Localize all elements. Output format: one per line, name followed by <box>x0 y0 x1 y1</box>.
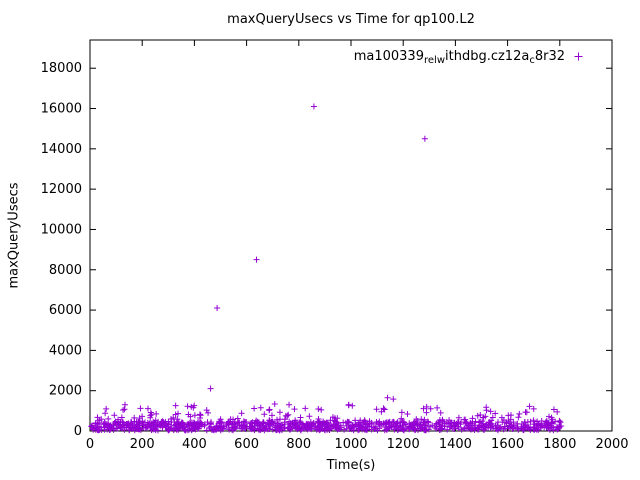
x-axis-label: Time(s) <box>326 458 376 473</box>
legend: ma100339relwithdbg.cz12ac8r32 <box>353 49 584 66</box>
y-tick-label: 4000 <box>49 343 82 358</box>
x-tick-label: 2000 <box>595 437 628 452</box>
y-tick-label: 10000 <box>41 222 82 237</box>
legend-label-part: w <box>436 55 445 66</box>
x-tick-label: 0 <box>86 437 94 452</box>
x-tick-label: 200 <box>130 437 155 452</box>
y-tick-label: 0 <box>74 424 82 439</box>
y-tick-label: 18000 <box>41 61 82 76</box>
x-tick-label: 800 <box>286 437 311 452</box>
y-tick-label: 2000 <box>49 384 82 399</box>
legend-label-part: ithdbg.cz12a <box>445 49 530 64</box>
y-tick-label: 16000 <box>41 102 82 117</box>
chart-title: maxQueryUsecs vs Time for qp100.L2 <box>227 12 475 27</box>
y-tick-label: 6000 <box>49 303 82 318</box>
x-tick-label: 400 <box>182 437 207 452</box>
x-tick-label: 1200 <box>387 437 420 452</box>
x-tick-label: 1800 <box>543 437 576 452</box>
x-tick-label: 1600 <box>491 437 524 452</box>
y-tick-label: 12000 <box>41 182 82 197</box>
y-tick-label: 8000 <box>49 263 82 278</box>
x-tick-label: 1000 <box>334 437 367 452</box>
legend-label-part: ma100339 <box>353 49 424 64</box>
legend-label-part: 8r32 <box>534 49 565 64</box>
legend-label-part: c <box>529 55 535 66</box>
legend-label-part: rel <box>423 55 437 66</box>
plus-icon <box>574 52 583 61</box>
legend-series-label: ma100339relwithdbg.cz12ac8r32 <box>353 49 565 66</box>
y-tick-label: 14000 <box>41 142 82 157</box>
x-tick-label: 1400 <box>439 437 472 452</box>
x-tick-label: 600 <box>234 437 259 452</box>
